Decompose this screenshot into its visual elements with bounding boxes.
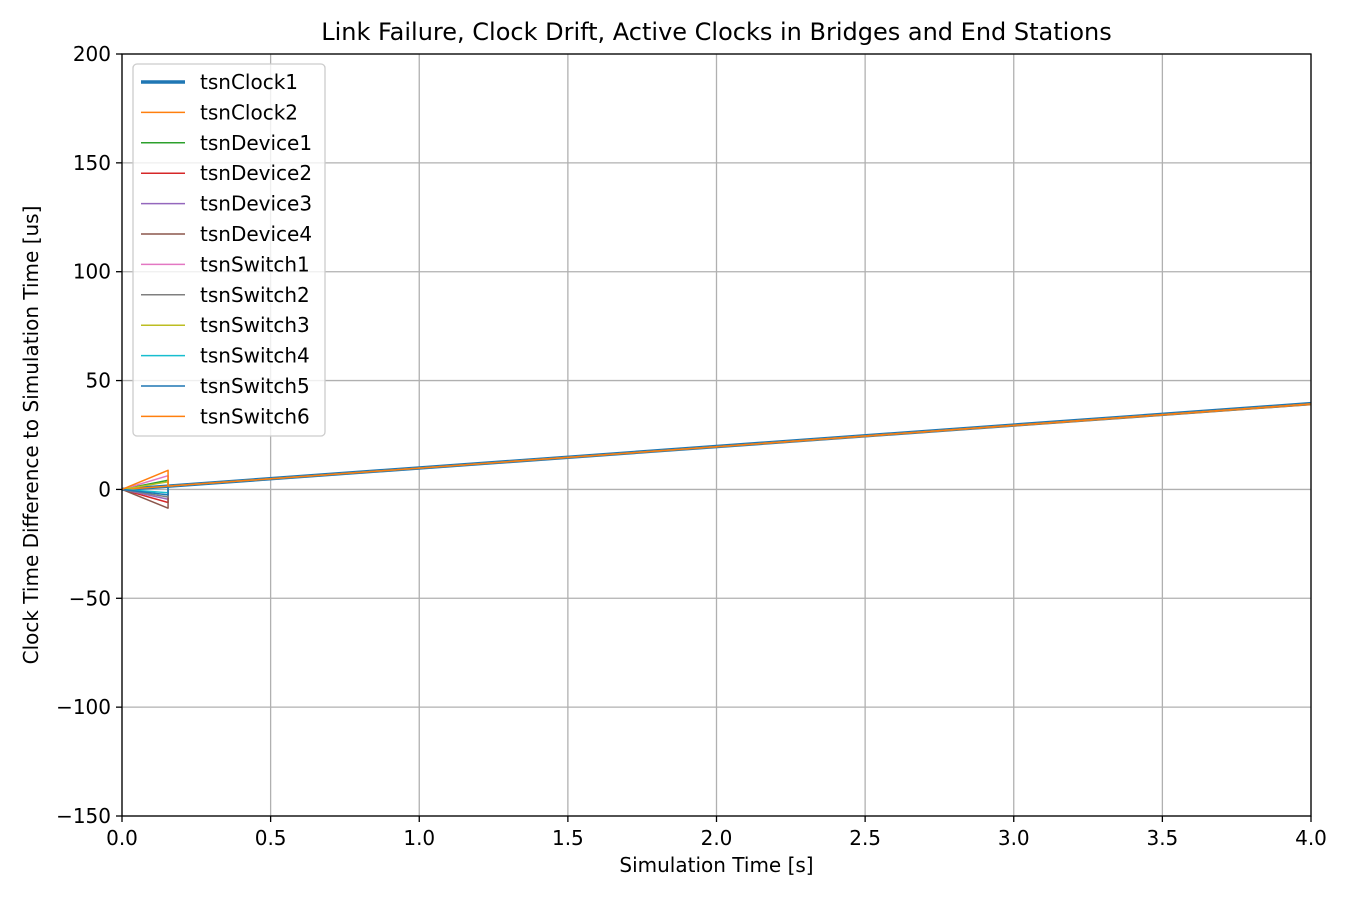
y-tick-label: 150 (73, 151, 111, 175)
x-axis-ticks: 0.0 0.5 1.0 1.5 2.0 2.5 3.0 3.5 4.0 (106, 816, 1327, 850)
legend-label: tsnSwitch1 (200, 252, 310, 276)
x-tick-label: 2.5 (849, 826, 881, 850)
legend-label: tsnSwitch4 (200, 344, 310, 368)
x-tick-label: 1.0 (403, 826, 435, 850)
legend-label: tsnDevice1 (200, 131, 312, 155)
legend-label: tsnClock1 (200, 70, 298, 94)
x-tick-label: 0.0 (106, 826, 138, 850)
x-tick-label: 4.0 (1295, 826, 1327, 850)
x-axis-label: Simulation Time [s] (619, 853, 813, 877)
y-tick-label: 0 (98, 477, 111, 501)
y-axis-label: Clock Time Difference to Simulation Time… (19, 206, 43, 665)
legend-label: tsnSwitch3 (200, 313, 310, 337)
legend-box (132, 63, 326, 437)
x-tick-label: 2.0 (701, 826, 733, 850)
legend-label: tsnDevice3 (200, 192, 312, 216)
y-tick-label: 50 (86, 369, 111, 393)
x-tick-label: 3.0 (998, 826, 1030, 850)
legend-label: tsnDevice2 (200, 161, 312, 185)
legend-label: tsnSwitch2 (200, 283, 310, 307)
series-line-tsnSwitch6 (122, 403, 1311, 491)
y-axis-ticks: −150 −100 −50 0 50 100 150 200 (56, 42, 122, 828)
legend: tsnClock1 tsnClock2 tsnDevice1 tsnDevice2 ts… (132, 63, 326, 437)
series-lines (122, 401, 1311, 509)
y-tick-label: −100 (56, 695, 111, 719)
legend-label: tsnSwitch6 (200, 404, 310, 428)
legend-label: tsnSwitch5 (200, 374, 310, 398)
y-tick-label: −150 (56, 804, 111, 828)
y-tick-label: −50 (69, 586, 111, 610)
legend-label: tsnClock2 (200, 100, 298, 124)
y-tick-label: 200 (73, 42, 111, 66)
x-tick-label: 3.5 (1146, 826, 1178, 850)
chart-title: Link Failure, Clock Drift, Active Clocks… (321, 18, 1111, 46)
legend-label: tsnDevice4 (200, 222, 312, 246)
x-tick-label: 0.5 (255, 826, 287, 850)
y-tick-label: 100 (73, 260, 111, 284)
x-tick-label: 1.5 (552, 826, 584, 850)
